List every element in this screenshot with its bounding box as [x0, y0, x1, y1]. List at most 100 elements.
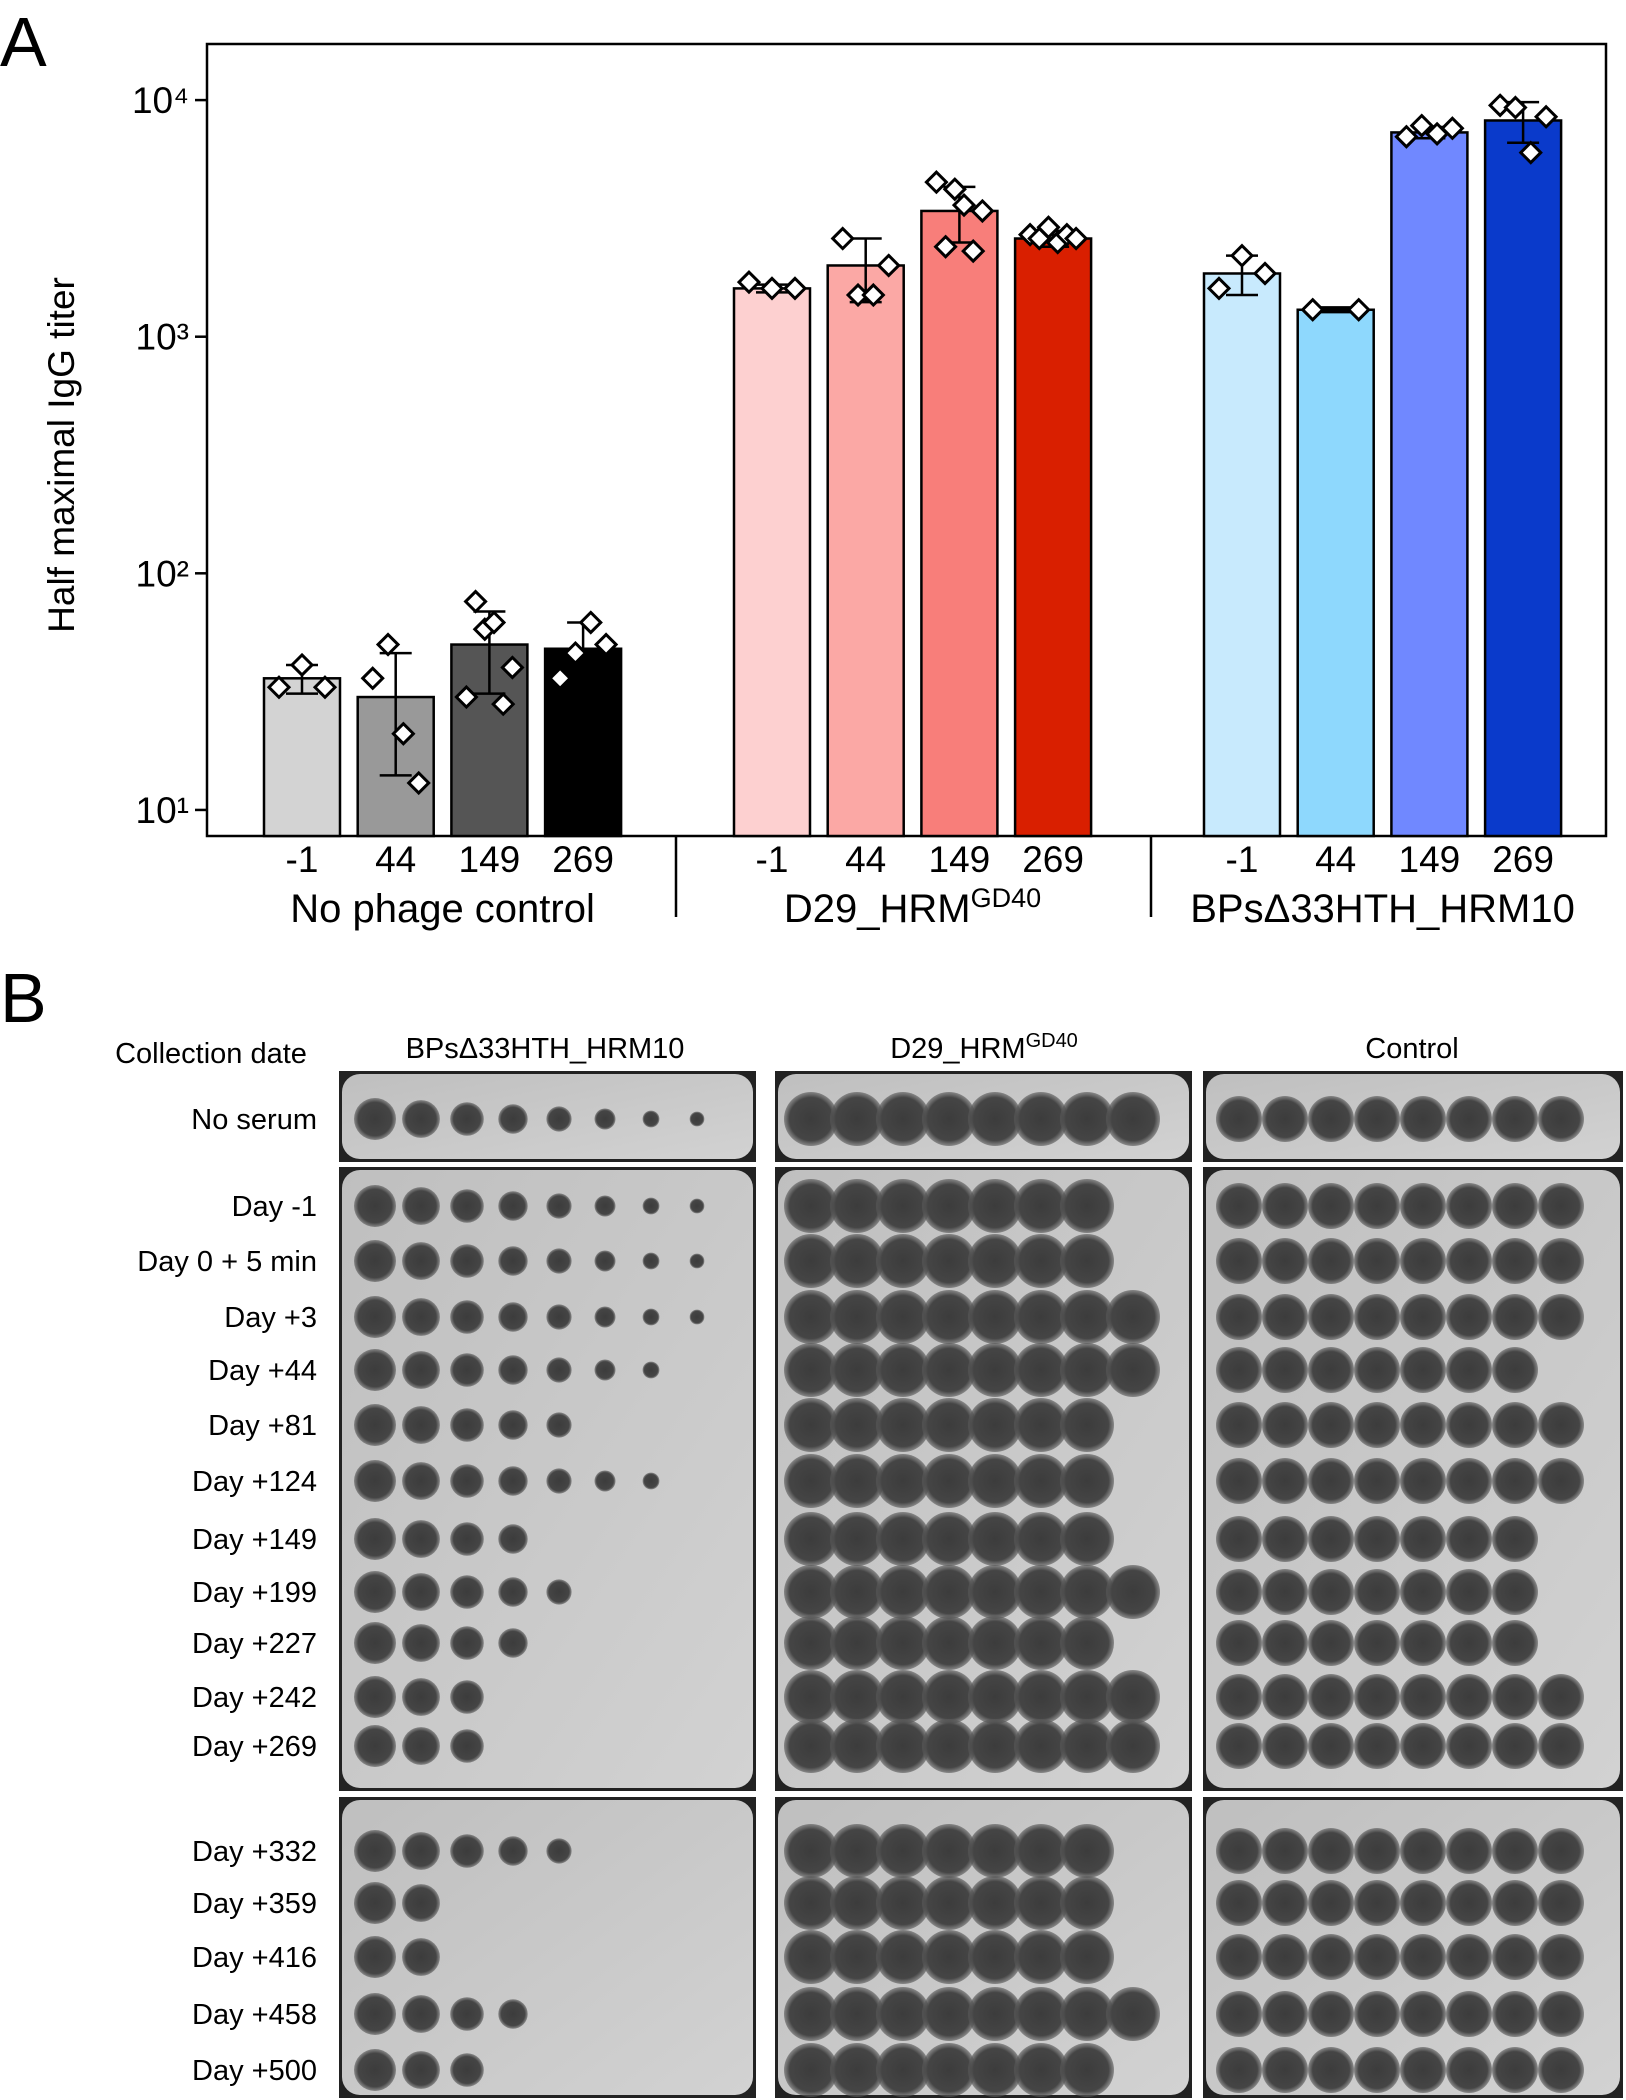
row-label: Day +44 [208, 1355, 317, 1387]
plaque [1354, 2047, 1400, 2093]
plaque [546, 1468, 572, 1494]
plaque [594, 1470, 616, 1492]
plaque [1308, 1723, 1354, 1769]
plaque [1446, 1674, 1492, 1720]
plaque [784, 1092, 838, 1146]
plaque [1106, 1343, 1160, 1397]
data-point [391, 721, 416, 746]
plaque [1308, 1674, 1354, 1720]
plaque [830, 1454, 884, 1508]
plaque [968, 1343, 1022, 1397]
plaque [1492, 1620, 1538, 1666]
plaque [546, 1357, 572, 1383]
data-point [1063, 226, 1089, 251]
plaque [830, 1616, 884, 1670]
plaque [1446, 1402, 1492, 1448]
plaque [498, 1466, 528, 1496]
plaque [1060, 2043, 1114, 2097]
plaque [1354, 1569, 1400, 1615]
plaque [1308, 1402, 1354, 1448]
plaque [830, 2043, 884, 2097]
plaque [1106, 1290, 1160, 1344]
plaque [1262, 1828, 1308, 1874]
plaque [1354, 1828, 1400, 1874]
column-header: D29_HRMGD40 [890, 1030, 1078, 1065]
plaque [1446, 1096, 1492, 1142]
plaque [546, 1193, 572, 1219]
plaque [594, 1108, 616, 1130]
plaque [402, 1520, 440, 1558]
plaque [830, 1987, 884, 2041]
data-point [970, 198, 995, 224]
plaque [1400, 2047, 1446, 2093]
plaque [498, 1104, 528, 1134]
plaque [1538, 1880, 1584, 1926]
plaque [1060, 1824, 1114, 1878]
plaque [450, 1189, 484, 1223]
plaque [354, 1882, 396, 1924]
plaque [922, 1719, 976, 1773]
plaque [1492, 1096, 1538, 1142]
row-label: Day 0 + 5 min [137, 1246, 317, 1278]
plaque [922, 1512, 976, 1566]
bar [1013, 237, 1093, 838]
plaque [1446, 1880, 1492, 1926]
plaque [1014, 1512, 1068, 1566]
data-point [1487, 93, 1513, 118]
plaque [1400, 1828, 1446, 1874]
plaque [546, 1248, 572, 1274]
plaque [1446, 1458, 1492, 1504]
plaque [1308, 1183, 1354, 1229]
plaque [968, 1454, 1022, 1508]
plaque [1492, 2047, 1538, 2093]
plaque [1354, 1402, 1400, 1448]
plaque [354, 1676, 396, 1718]
plaque [1262, 1402, 1308, 1448]
plaque [1400, 1096, 1446, 1142]
plaque [1400, 1991, 1446, 2037]
plaque [354, 2049, 396, 2091]
plaque [1262, 1516, 1308, 1562]
plaque [1262, 1569, 1308, 1615]
plaque [1308, 1347, 1354, 1393]
plaque [830, 1179, 884, 1233]
plaque [1216, 1620, 1262, 1666]
plaque [1492, 1516, 1538, 1562]
data-point [1206, 276, 1232, 301]
group-label-main: BPsΔ33HTH_HRM10 [1190, 887, 1575, 931]
data-point [1346, 297, 1371, 322]
plaque [1492, 1991, 1538, 2037]
plaque [642, 1361, 660, 1379]
data-point [1533, 104, 1559, 129]
y-axis-label: Half maximal IgG titer [41, 277, 82, 633]
row-label: Day +269 [192, 1731, 317, 1763]
row-label: Day +416 [192, 1942, 317, 1974]
plaque [498, 1191, 528, 1221]
row-label: Day +227 [192, 1628, 317, 1660]
plaque [1400, 1402, 1446, 1448]
plaque [784, 1670, 838, 1724]
plaque [402, 1938, 440, 1976]
plaque [642, 1252, 660, 1270]
row-label: Day +458 [192, 1999, 317, 2031]
plaque [1106, 1670, 1160, 1724]
row-label: Day +149 [192, 1524, 317, 1556]
data-point [924, 170, 949, 195]
plaque [689, 1198, 705, 1214]
plaque [968, 1616, 1022, 1670]
data-point [578, 610, 603, 635]
plaque [784, 1876, 838, 1930]
plaque [546, 1412, 572, 1438]
plaque [968, 1234, 1022, 1288]
plaque [450, 1729, 484, 1763]
plaque [1354, 1238, 1400, 1284]
plaque [1060, 1454, 1114, 1508]
plaque [1354, 1096, 1400, 1142]
plaque [1308, 1991, 1354, 2037]
plaque [784, 1616, 838, 1670]
plaque [1538, 1183, 1584, 1229]
data-point [312, 675, 338, 700]
plaque [830, 1092, 884, 1146]
plaque [922, 1398, 976, 1452]
